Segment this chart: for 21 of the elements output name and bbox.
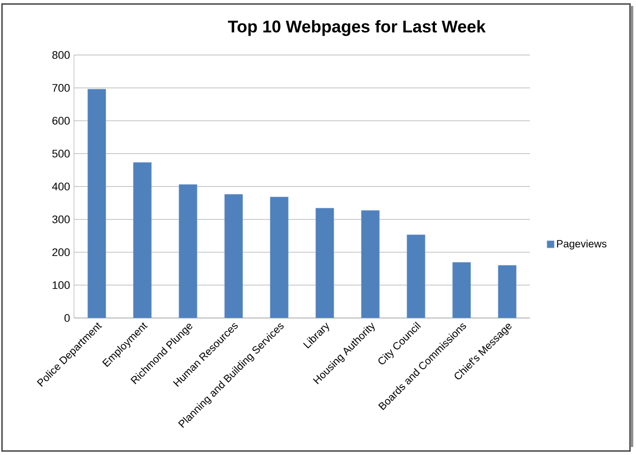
y-tick-label: 200 xyxy=(52,248,70,256)
bar xyxy=(88,88,106,318)
y-tick-label: 800 xyxy=(52,51,70,59)
y-tick-label: 500 xyxy=(52,150,70,158)
bar xyxy=(452,262,471,318)
bar xyxy=(406,234,426,318)
bar xyxy=(178,184,198,318)
y-tick-label: 100 xyxy=(52,281,70,289)
bar xyxy=(498,265,516,318)
bar xyxy=(133,162,152,318)
y-tick-label: 600 xyxy=(52,116,70,125)
y-tick-label: 0 xyxy=(64,314,70,322)
bar xyxy=(361,210,380,318)
bar xyxy=(224,194,243,318)
legend-label: Pageviews xyxy=(557,240,606,250)
bar xyxy=(270,196,288,318)
chart-title: Top 10 Webpages for Last Week xyxy=(228,20,486,36)
bar xyxy=(316,208,334,318)
y-tick-label: 400 xyxy=(52,182,70,190)
y-tick-label: 700 xyxy=(52,84,70,92)
y-tick-label: 300 xyxy=(52,215,70,224)
